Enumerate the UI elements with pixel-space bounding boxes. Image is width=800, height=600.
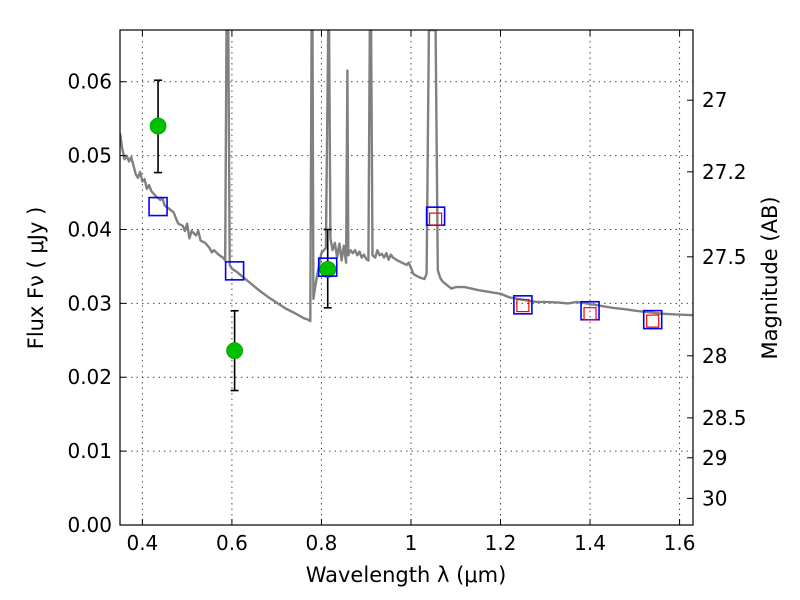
right-tick-label: 27.5	[702, 245, 747, 269]
right-tick-label: 27.2	[702, 160, 747, 184]
y-tick-label: 0.06	[67, 70, 112, 94]
observed-photometry-point	[226, 342, 244, 360]
grid-lines	[120, 30, 693, 525]
model-photometry-inner-square	[646, 314, 660, 328]
model-photometry-square	[317, 257, 338, 277]
model-photometry-square	[224, 261, 245, 281]
model-photometry-square	[148, 196, 168, 217]
x-axis-title: Wavelength λ (μm)	[306, 563, 507, 587]
model-photometry-inner-square	[583, 307, 597, 321]
spectrum-layer	[120, 30, 693, 323]
y-axis-title: Flux Fν ( μJy )	[24, 207, 48, 350]
model-photometry-square	[513, 295, 533, 315]
y-tick-label: 0.02	[67, 365, 112, 389]
x-tick-label: 0.6	[216, 531, 248, 555]
observed-photometry-point	[319, 260, 337, 278]
y-tick-label: 0.00	[67, 513, 112, 537]
right-tick-label: 28.5	[702, 406, 747, 430]
x-tick-label: 1.6	[664, 531, 696, 555]
model-photometry-inner-square	[516, 298, 530, 313]
x-tick-label: 1	[405, 531, 418, 555]
right-tick-label: 27	[702, 88, 727, 112]
marker-layer	[148, 79, 663, 392]
spectrum-line	[120, 30, 693, 323]
x-tick-label: 0.8	[306, 531, 338, 555]
y-tick-label: 0.05	[67, 144, 112, 168]
model-photometry-inner-square	[428, 212, 443, 226]
x-tick-label: 0.4	[126, 531, 158, 555]
right-tick-label: 30	[702, 486, 727, 510]
model-photometry-square	[642, 309, 663, 330]
right-axis-title: Magnitude (AB)	[758, 196, 782, 359]
observed-photometry-point	[149, 117, 167, 135]
plot-frame	[119, 29, 694, 526]
y-tick-label: 0.04	[67, 217, 112, 241]
right-tick-label: 29	[702, 446, 727, 470]
y-tick-label: 0.03	[67, 291, 112, 315]
x-tick-label: 1.2	[485, 531, 517, 555]
right-tick-label: 28	[702, 344, 727, 368]
y-tick-label: 0.01	[67, 439, 112, 463]
x-tick-label: 1.4	[574, 531, 606, 555]
tick-layer: 0.4 0.6 0.8 1 1.2 1.4 1.6 0.00 0.01 0.02 0.03 0.04 0…	[67, 30, 747, 555]
